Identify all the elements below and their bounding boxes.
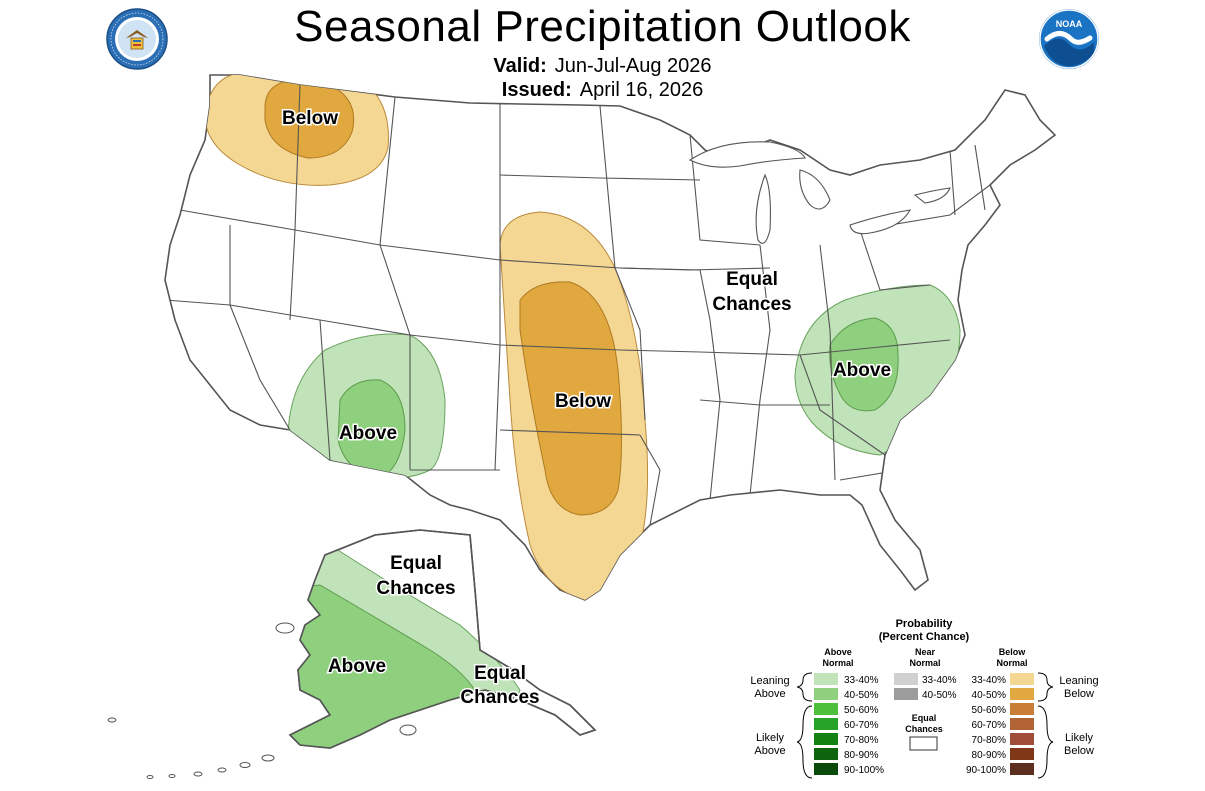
legend-above-label-1: 40-50% <box>844 690 879 701</box>
legend-above-head-2: Normal <box>822 658 853 668</box>
legend-above-label-4: 70-80% <box>844 735 879 746</box>
page-title: Seasonal Precipitation Outlook <box>294 2 911 51</box>
legend-near-swatches: 33-40% 40-50% <box>894 673 957 701</box>
se-above-40 <box>829 317 899 412</box>
plains-below-40 <box>519 281 622 516</box>
legend-below-label-2: 50-60% <box>972 705 1007 716</box>
legend-above-swatch-4 <box>814 733 838 745</box>
legend-below-label-6: 90-100% <box>966 765 1006 776</box>
legend-leaning-below-2: Below <box>1064 688 1094 700</box>
issued-label: Issued: <box>501 79 572 101</box>
legend-below-swatch-2 <box>1010 703 1034 715</box>
legend-below-swatch-1 <box>1010 688 1034 700</box>
legend-above-label-5: 80-90% <box>844 750 879 761</box>
legend-above-head-1: Above <box>824 647 852 657</box>
legend-near-head-2: Normal <box>909 658 940 668</box>
noaa-logo-text: NOAA <box>1056 19 1083 29</box>
legend-above-swatch-1 <box>814 688 838 700</box>
legend-near-head-1: Near <box>915 647 936 657</box>
noaa-logo-icon: NOAA <box>1039 9 1099 69</box>
legend-above-swatch-3 <box>814 718 838 730</box>
legend-brace-likely-above <box>796 705 813 779</box>
legend-likely-below-1: Likely <box>1065 732 1094 744</box>
legend-below-head-1: Below <box>999 647 1027 657</box>
se-above-label: Above <box>833 360 891 381</box>
legend-above-label-2: 50-60% <box>844 705 879 716</box>
legend-below-head-2: Normal <box>996 658 1027 668</box>
legend-below-swatch-3 <box>1010 718 1034 730</box>
ak-equal-label-1: Equal <box>390 553 442 574</box>
conus-equal-label-2: Chances <box>712 294 791 315</box>
alaska-border <box>288 529 597 749</box>
valid-value: Jun-Jul-Aug 2026 <box>554 55 712 77</box>
plains-below-label: Below <box>555 391 611 412</box>
valid-line: Valid: Jun-Jul-Aug 2026 <box>0 55 1205 78</box>
legend-near-label-0: 33-40% <box>922 675 957 686</box>
sw-above-label: Above <box>339 423 397 444</box>
issued-value: April 16, 2026 <box>579 79 704 101</box>
legend-near-swatch-0 <box>894 673 918 685</box>
legend-equal-swatch <box>909 736 938 751</box>
legend-below-swatches: 33-40% 40-50% 50-60% 60-70% 70-80% 80-90% 90-1… <box>966 673 1034 776</box>
issued-line: Issued: April 16, 2026 <box>0 79 1205 102</box>
legend: Probability (Percent Chance) Above Norma… <box>750 618 1099 779</box>
conus-equal-label-1: Equal <box>726 269 778 290</box>
legend-below-label-3: 60-70% <box>972 720 1007 731</box>
legend-leaning-above-1: Leaning <box>750 675 789 687</box>
legend-brace-leaning-below <box>1037 672 1054 702</box>
ak-equal-label-2: Chances <box>376 578 455 599</box>
legend-below-label-1: 40-50% <box>972 690 1007 701</box>
legend-title-2: (Percent Chance) <box>879 631 970 643</box>
legend-equal-2: Chances <box>905 724 943 734</box>
legend-above-swatch-0 <box>814 673 838 685</box>
state-lines <box>165 84 991 526</box>
legend-above-label-3: 60-70% <box>844 720 879 731</box>
legend-leaning-above-2: Above <box>754 688 785 700</box>
legend-likely-above-2: Above <box>754 745 785 757</box>
legend-above-swatch-2 <box>814 703 838 715</box>
ak-se-equal-label-2: Chances <box>460 687 539 708</box>
legend-likely-below-2: Below <box>1064 745 1094 757</box>
legend-below-swatch-4 <box>1010 733 1034 745</box>
legend-below-swatch-5 <box>1010 748 1034 760</box>
legend-below-swatch-6 <box>1010 763 1034 775</box>
ak-above-label: Above <box>328 656 386 677</box>
legend-leaning-below-1: Leaning <box>1059 675 1098 687</box>
legend-likely-above-1: Likely <box>756 732 785 744</box>
legend-below-swatch-0 <box>1010 673 1034 685</box>
legend-equal-1: Equal <box>912 713 937 723</box>
legend-above-swatch-5 <box>814 748 838 760</box>
aleutian-islands <box>107 622 417 779</box>
legend-above-label-0: 33-40% <box>844 675 879 686</box>
ak-se-equal-label-1: Equal <box>474 663 526 684</box>
legend-below-label-5: 80-90% <box>972 750 1007 761</box>
legend-below-label-4: 70-80% <box>972 735 1007 746</box>
commerce-seal-icon <box>106 8 168 70</box>
legend-below-label-0: 33-40% <box>972 675 1007 686</box>
nw-below-label: Below <box>282 108 338 129</box>
valid-label: Valid: <box>493 55 547 77</box>
legend-brace-likely-below <box>1037 705 1054 779</box>
great-lakes <box>688 141 951 244</box>
legend-near-label-1: 40-50% <box>922 690 957 701</box>
legend-brace-leaning-above <box>796 672 813 702</box>
legend-title-1: Probability <box>896 618 954 630</box>
legend-above-swatch-6 <box>814 763 838 775</box>
legend-above-swatches: 33-40% 40-50% 50-60% 60-70% 70-80% 80-90% 90-1… <box>814 673 884 776</box>
legend-above-label-6: 90-100% <box>844 765 884 776</box>
legend-near-swatch-1 <box>894 688 918 700</box>
